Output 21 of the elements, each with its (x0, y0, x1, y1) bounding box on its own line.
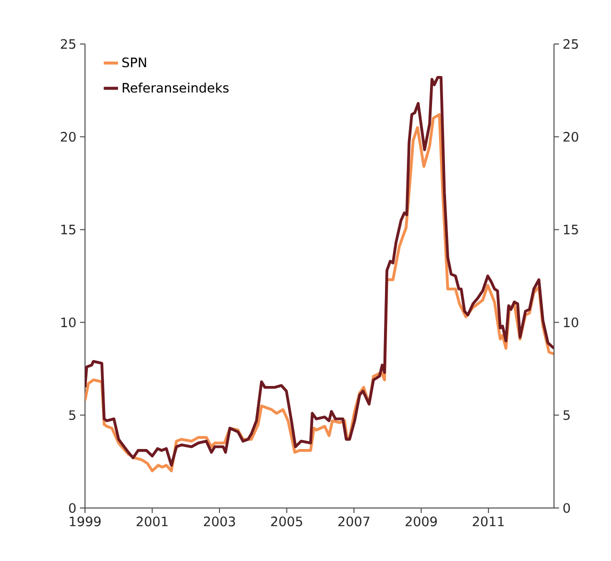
y-tick-label: 10 (61, 317, 76, 328)
x-tick-label: 2005 (271, 516, 302, 526)
y-tick-label: 0 (69, 503, 76, 513)
x-tick-label: 2003 (204, 516, 235, 526)
x-tick-label: 2011 (472, 516, 504, 526)
y-tick-label: 5 (69, 410, 76, 420)
y-tick-label: 15 (61, 224, 76, 234)
y-tick-label: 20 (60, 132, 76, 142)
x-tick-label: 2009 (406, 516, 437, 526)
y-tick-label: 25 (60, 39, 76, 49)
legend-label: Referanseindeks (122, 82, 229, 93)
y2-tick-label: 0 (563, 503, 570, 513)
y2-tick-label: 20 (563, 132, 578, 142)
x-tick-label: 1999 (70, 516, 101, 526)
y2-tick-label: 15 (564, 224, 578, 234)
y2-tick-label: 10 (564, 317, 578, 328)
legend-label: SPN (122, 57, 146, 68)
y2-tick-label: 5 (564, 410, 570, 420)
x-tick-label: 2001 (136, 516, 168, 526)
x-tick-label: 2007 (338, 516, 370, 526)
y2-tick-label: 25 (563, 39, 578, 49)
